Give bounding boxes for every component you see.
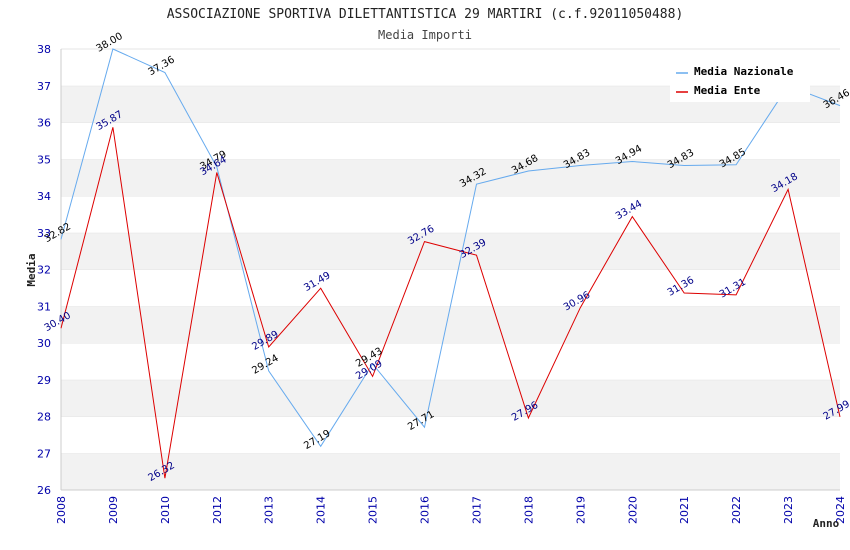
y-tick-label: 28 — [37, 411, 51, 424]
y-tick-label: 33 — [37, 227, 51, 240]
y-axis-label: Media — [25, 253, 38, 286]
x-tick-label: 2009 — [107, 496, 120, 524]
y-tick-label: 34 — [37, 190, 51, 203]
x-tick-label: 2012 — [211, 496, 224, 524]
y-axis-ticks: 26 27 28 29 30 31 32 33 34 35 36 37 38 — [37, 43, 51, 497]
y-tick-label: 36 — [37, 117, 51, 130]
x-tick-label: 2022 — [730, 496, 743, 524]
grid-band — [61, 196, 840, 233]
grid-band — [61, 453, 840, 490]
x-tick-label: 2021 — [678, 496, 691, 524]
grid-band — [61, 306, 840, 343]
series-group — [60, 48, 841, 479]
x-tick-label: 2018 — [522, 496, 535, 524]
grid-band — [61, 232, 840, 270]
x-tick-label: 2014 — [315, 496, 328, 524]
grid-bands — [61, 48, 840, 490]
x-tick-label: 2020 — [626, 496, 639, 524]
x-tick-label: 2015 — [367, 496, 380, 524]
y-tick-label: 29 — [37, 374, 51, 387]
x-tick-label: 2016 — [419, 496, 432, 524]
grid-band — [61, 343, 840, 380]
x-axis-label: Anno — [813, 517, 840, 530]
x-tick-label: 2019 — [574, 496, 587, 524]
y-tick-label: 26 — [37, 484, 51, 497]
axes — [60, 49, 840, 491]
y-tick-label: 35 — [37, 153, 51, 166]
chart-subtitle: Media Importi — [378, 28, 472, 42]
x-tick-label: 2017 — [470, 496, 483, 524]
x-tick-label: 2010 — [159, 496, 172, 524]
legend-label-media-nazionale: Media Nazionale — [694, 65, 794, 78]
chart-title: ASSOCIAZIONE SPORTIVA DILETTANTISTICA 29… — [167, 7, 684, 22]
y-tick-label: 38 — [37, 43, 51, 56]
legend: Media Nazionale Media Ente — [670, 60, 810, 102]
grid-band — [61, 122, 840, 160]
y-tick-label: 32 — [37, 264, 51, 277]
x-tick-label: 2013 — [263, 496, 276, 524]
x-tick-label: 2023 — [782, 496, 795, 524]
y-tick-label: 31 — [37, 300, 51, 313]
grid-band — [61, 379, 840, 417]
series-line-0 — [60, 48, 841, 448]
grid-band — [61, 269, 840, 307]
legend-label-media-ente: Media Ente — [694, 84, 761, 97]
y-tick-label: 30 — [37, 337, 51, 350]
x-axis-ticks: 2008 2009 2010 2012 2013 2014 2015 2016 2017 2018… — [55, 496, 847, 524]
legend-box — [670, 60, 810, 102]
y-tick-label: 27 — [37, 447, 51, 460]
x-tick-label: 2024 — [834, 496, 847, 524]
y-tick-label: 37 — [37, 80, 51, 93]
x-tick-label: 2008 — [55, 496, 68, 524]
series-line-1 — [60, 127, 841, 479]
grid-band — [61, 416, 840, 454]
